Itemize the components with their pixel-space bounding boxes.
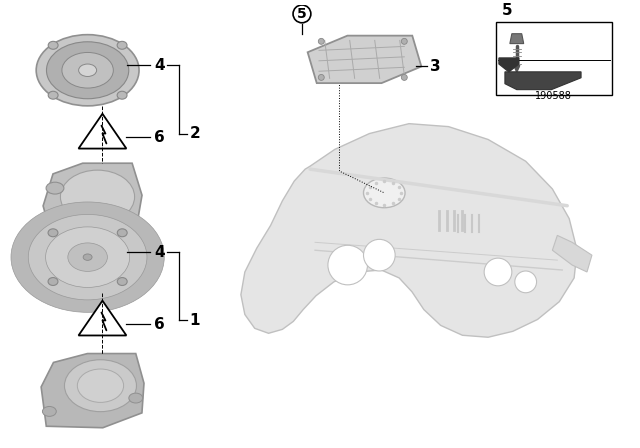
Polygon shape <box>514 65 520 72</box>
Circle shape <box>364 239 395 271</box>
Polygon shape <box>43 163 142 234</box>
Ellipse shape <box>36 34 139 106</box>
Circle shape <box>401 39 407 44</box>
Ellipse shape <box>48 278 58 285</box>
Circle shape <box>293 5 311 23</box>
Ellipse shape <box>60 170 134 224</box>
Text: 190588: 190588 <box>535 91 572 101</box>
Ellipse shape <box>129 393 143 403</box>
Ellipse shape <box>62 52 113 88</box>
Text: 4: 4 <box>154 58 164 73</box>
Ellipse shape <box>38 222 137 293</box>
Ellipse shape <box>28 215 147 300</box>
Ellipse shape <box>65 360 136 412</box>
Text: 5: 5 <box>502 3 513 18</box>
Ellipse shape <box>48 229 58 237</box>
Polygon shape <box>510 34 524 43</box>
Polygon shape <box>79 114 126 149</box>
Polygon shape <box>308 36 421 83</box>
Ellipse shape <box>117 229 127 237</box>
Circle shape <box>515 271 536 293</box>
Circle shape <box>318 74 324 80</box>
Polygon shape <box>499 58 519 72</box>
Text: 4: 4 <box>154 245 164 260</box>
Text: 2: 2 <box>189 126 200 141</box>
Ellipse shape <box>77 369 124 402</box>
Polygon shape <box>505 72 581 90</box>
Ellipse shape <box>117 91 127 99</box>
FancyBboxPatch shape <box>496 22 612 95</box>
Ellipse shape <box>83 254 92 260</box>
Ellipse shape <box>117 278 127 285</box>
Polygon shape <box>79 301 126 336</box>
Ellipse shape <box>46 182 64 194</box>
Ellipse shape <box>48 91 58 99</box>
Circle shape <box>318 39 324 44</box>
Polygon shape <box>552 235 592 272</box>
Ellipse shape <box>45 227 130 288</box>
Ellipse shape <box>79 64 97 77</box>
Text: 5: 5 <box>297 7 307 21</box>
Circle shape <box>328 246 367 285</box>
Polygon shape <box>241 124 577 337</box>
Ellipse shape <box>48 41 58 49</box>
Ellipse shape <box>364 178 405 208</box>
Text: 6: 6 <box>154 130 164 145</box>
Circle shape <box>401 74 407 80</box>
Ellipse shape <box>68 243 108 271</box>
Polygon shape <box>41 353 144 428</box>
Ellipse shape <box>47 42 129 99</box>
Circle shape <box>484 258 512 286</box>
Ellipse shape <box>117 41 127 49</box>
Text: 3: 3 <box>431 59 441 74</box>
Text: 6: 6 <box>154 317 164 332</box>
Text: 1: 1 <box>189 313 200 328</box>
Ellipse shape <box>11 202 164 312</box>
Ellipse shape <box>42 406 56 416</box>
